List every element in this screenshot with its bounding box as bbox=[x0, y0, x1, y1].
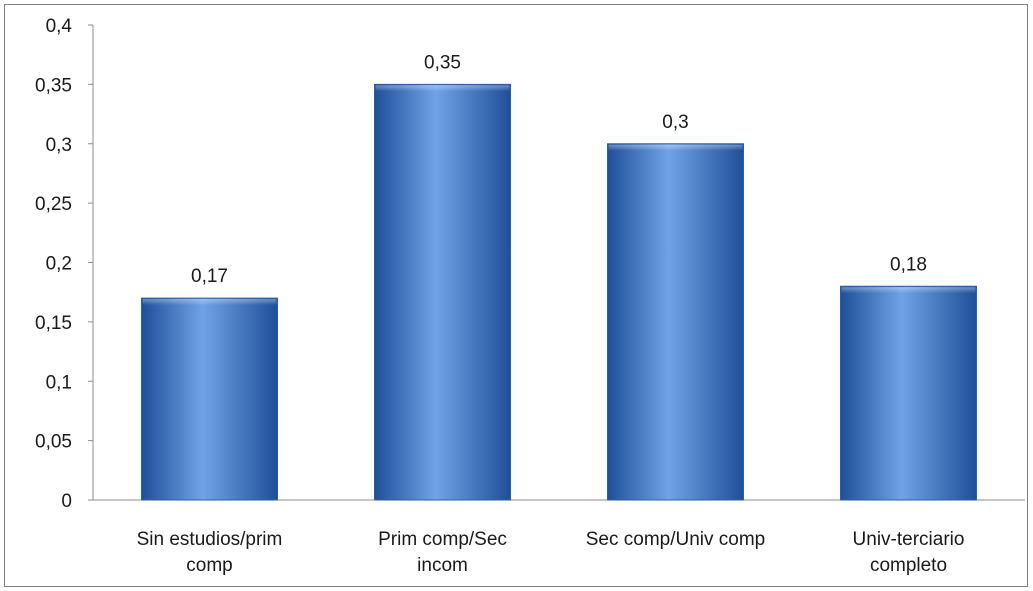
data-label: 0,17 bbox=[191, 266, 228, 287]
bar bbox=[607, 143, 744, 501]
bar-highlight bbox=[608, 144, 743, 151]
y-tick-label: 0 bbox=[61, 491, 72, 512]
data-label: 0,35 bbox=[424, 52, 461, 73]
y-axis-ticks: 0 0,05 0,1 0,15 0,2 0,25 0,3 0,35 0,4 bbox=[35, 16, 93, 512]
y-tick-label: 0,4 bbox=[46, 16, 73, 37]
x-category-label: Sec comp/Univ comp bbox=[586, 529, 766, 550]
y-tick-label: 0,05 bbox=[35, 432, 72, 453]
y-tick-label: 0,25 bbox=[35, 194, 72, 215]
bar bbox=[141, 297, 278, 501]
x-category-label: completo bbox=[870, 555, 947, 576]
x-category-label: Univ-terciario bbox=[853, 529, 965, 550]
x-category-label: incom bbox=[417, 555, 468, 576]
y-tick-label: 0,15 bbox=[35, 313, 72, 334]
bars bbox=[141, 83, 977, 501]
y-tick-label: 0,3 bbox=[46, 135, 72, 156]
bar bbox=[840, 285, 977, 501]
x-category-label: Prim comp/Sec bbox=[378, 529, 507, 550]
bar bbox=[374, 83, 511, 501]
y-tick-label: 0,35 bbox=[35, 75, 72, 96]
data-label: 0,18 bbox=[890, 254, 927, 275]
x-category-label: comp bbox=[186, 555, 232, 576]
bar-highlight bbox=[142, 299, 277, 306]
bar-highlight bbox=[841, 287, 976, 294]
x-axis-labels: Sin estudios/prim comp Prim comp/Sec incom S… bbox=[137, 529, 965, 576]
y-tick-label: 0,2 bbox=[46, 254, 72, 275]
y-tick-label: 0,1 bbox=[46, 372, 72, 393]
data-label: 0,3 bbox=[662, 112, 688, 133]
bar-highlight bbox=[375, 85, 510, 92]
x-category-label: Sin estudios/prim bbox=[137, 529, 283, 550]
data-labels: 0,17 0,35 0,3 0,18 bbox=[191, 52, 927, 287]
